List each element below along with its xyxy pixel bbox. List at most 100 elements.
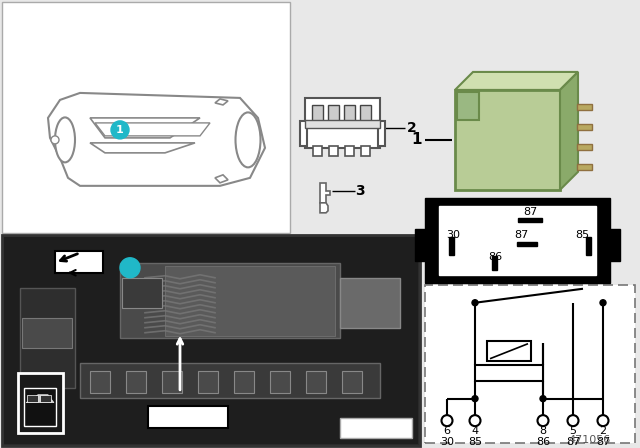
Bar	[439, 206, 596, 275]
Bar	[90, 370, 110, 392]
Bar	[120, 263, 340, 338]
Bar	[2, 2, 290, 233]
Text: 120204: 120204	[355, 422, 397, 433]
Bar	[305, 120, 380, 128]
Polygon shape	[455, 72, 578, 90]
Circle shape	[442, 415, 452, 426]
Text: 85: 85	[468, 437, 482, 447]
Bar	[360, 105, 371, 123]
Bar	[577, 164, 592, 170]
Bar	[577, 124, 592, 130]
Text: 30: 30	[446, 230, 460, 240]
Bar	[344, 105, 355, 123]
Bar	[425, 285, 635, 443]
Text: 86: 86	[488, 252, 502, 262]
Bar	[425, 198, 610, 283]
Circle shape	[51, 136, 59, 144]
Text: 471056: 471056	[569, 435, 611, 444]
Bar	[449, 237, 454, 255]
Text: K96: K96	[65, 255, 92, 268]
Text: 2: 2	[600, 426, 607, 435]
Bar	[4, 237, 418, 444]
Circle shape	[598, 415, 609, 426]
Bar	[328, 105, 339, 123]
Text: 86: 86	[536, 437, 550, 447]
Bar	[2, 235, 420, 446]
Bar	[122, 278, 162, 308]
Ellipse shape	[236, 112, 260, 168]
Text: 5: 5	[570, 426, 577, 435]
Bar	[577, 144, 592, 150]
Bar	[162, 370, 182, 392]
Bar	[415, 229, 429, 261]
Polygon shape	[48, 93, 265, 186]
Bar	[518, 218, 542, 222]
Circle shape	[568, 415, 579, 426]
Bar	[27, 395, 38, 402]
Bar	[198, 370, 218, 392]
Text: 87: 87	[566, 437, 580, 447]
Bar	[312, 105, 323, 123]
Bar	[457, 92, 479, 120]
Bar	[24, 388, 56, 426]
Bar	[342, 370, 362, 392]
Bar	[586, 237, 591, 255]
Ellipse shape	[55, 117, 75, 162]
Bar	[492, 256, 497, 270]
Bar	[475, 365, 543, 381]
Polygon shape	[90, 143, 195, 153]
Bar	[18, 373, 63, 433]
Bar	[270, 370, 290, 392]
Bar	[378, 121, 385, 146]
Circle shape	[470, 415, 481, 426]
Bar	[487, 341, 531, 361]
Bar	[577, 104, 592, 110]
Circle shape	[538, 415, 548, 426]
Text: 4: 4	[472, 426, 479, 435]
Polygon shape	[215, 175, 228, 183]
Text: 2: 2	[407, 121, 417, 135]
Text: 87: 87	[596, 437, 610, 447]
Bar	[340, 418, 412, 438]
Text: X10459: X10459	[161, 410, 214, 423]
Polygon shape	[320, 203, 328, 213]
Circle shape	[600, 300, 606, 306]
Bar	[361, 146, 370, 156]
Bar	[22, 318, 72, 348]
Polygon shape	[26, 395, 54, 403]
Polygon shape	[95, 123, 210, 136]
Bar	[305, 98, 380, 148]
Polygon shape	[320, 183, 330, 203]
Bar	[517, 242, 537, 246]
Bar	[234, 370, 254, 392]
Bar	[165, 266, 335, 336]
Bar	[340, 278, 400, 328]
Bar	[606, 229, 620, 261]
Text: 85: 85	[575, 230, 589, 240]
Bar	[20, 288, 75, 388]
Circle shape	[472, 396, 478, 402]
Circle shape	[540, 396, 546, 402]
Polygon shape	[215, 99, 228, 105]
Bar	[148, 405, 228, 428]
Text: 87: 87	[523, 207, 537, 217]
Text: 87: 87	[514, 230, 528, 240]
Circle shape	[472, 300, 478, 306]
Text: 6: 6	[444, 426, 451, 435]
Circle shape	[111, 121, 129, 139]
Bar	[80, 363, 380, 398]
Bar	[40, 395, 51, 402]
Polygon shape	[560, 72, 578, 190]
Text: 8: 8	[540, 426, 547, 435]
Text: 30: 30	[440, 437, 454, 447]
Circle shape	[120, 258, 140, 278]
Bar	[455, 90, 560, 190]
Bar	[313, 146, 322, 156]
Bar	[126, 370, 146, 392]
Text: 1: 1	[126, 263, 134, 273]
Bar	[55, 251, 103, 273]
Text: 1: 1	[116, 125, 124, 135]
Bar	[300, 121, 307, 146]
Bar	[306, 370, 326, 392]
Polygon shape	[90, 118, 200, 138]
